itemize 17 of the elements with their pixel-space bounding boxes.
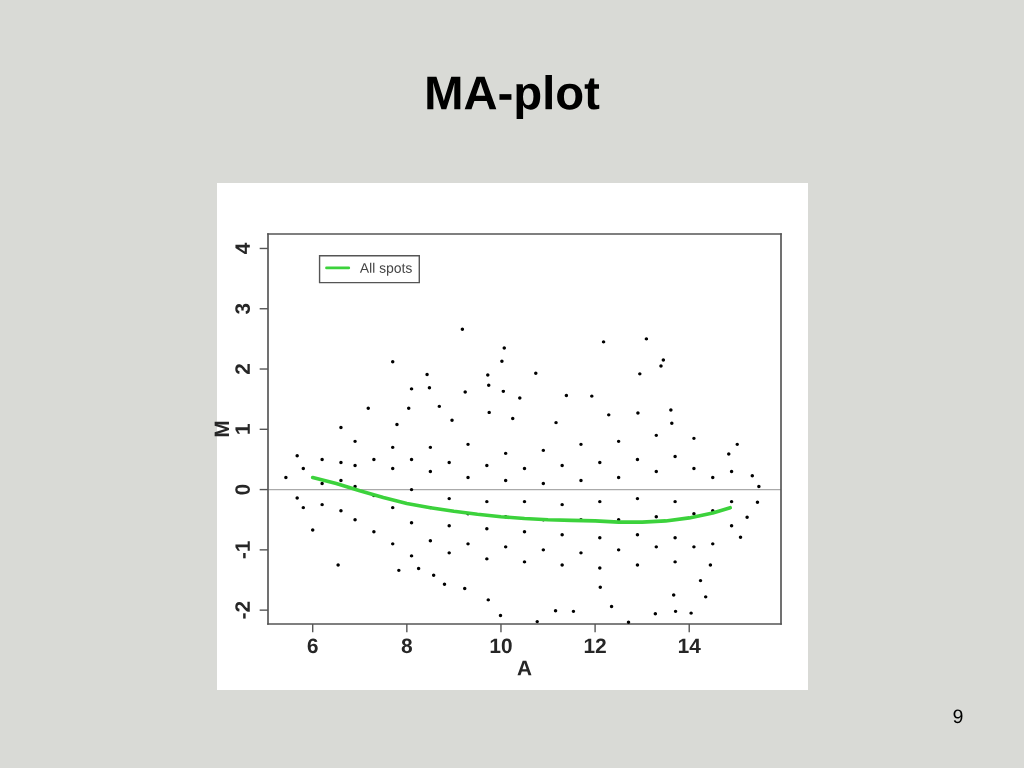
text: 9 — [953, 709, 963, 724]
y-tick-label: 2 — [235, 364, 250, 375]
y-tick-label: -2 — [235, 601, 250, 619]
y-tick-label: 0 — [235, 484, 250, 495]
x-tick-label: 10 — [490, 638, 512, 654]
y-tick-label: 1 — [235, 424, 250, 434]
x-axis-title: A — [517, 660, 532, 676]
x-tick-label: 12 — [584, 638, 606, 653]
legend-label: All spots — [359, 262, 412, 276]
x-tick-label: 8 — [401, 638, 412, 654]
y-axis-title: M — [214, 421, 229, 437]
y-tick-label: 4 — [235, 242, 250, 254]
x-tick-label: 6 — [307, 638, 318, 654]
x-tick-label: 14 — [678, 638, 701, 653]
chart-title: MA-plot — [427, 74, 600, 120]
y-tick-label: 3 — [235, 303, 251, 315]
y-tick-label: -1 — [235, 541, 250, 559]
